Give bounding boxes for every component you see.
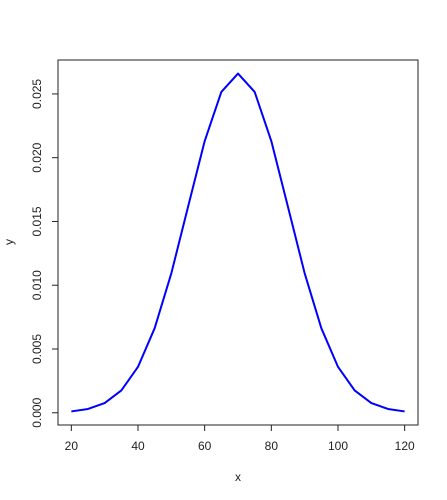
y-tick-label: 0.015 [30,206,44,236]
x-tick-label: 40 [131,439,145,453]
y-axis-label: y [2,239,16,245]
x-tick-label: 20 [65,439,79,453]
x-tick-label: 60 [198,439,212,453]
y-tick-label: 0.025 [30,79,44,109]
x-tick-label: 120 [395,439,415,453]
x-tick-label: 100 [328,439,348,453]
y-tick-label: 0.005 [30,334,44,364]
data-line [71,72,405,413]
y-tick-label: 0.020 [30,142,44,172]
y-tick-label: 0.000 [30,397,44,427]
plot-box [57,59,419,426]
x-tick-label: 80 [265,439,279,453]
y-tick-label: 0.010 [30,270,44,300]
x-axis-label: x [235,470,241,484]
